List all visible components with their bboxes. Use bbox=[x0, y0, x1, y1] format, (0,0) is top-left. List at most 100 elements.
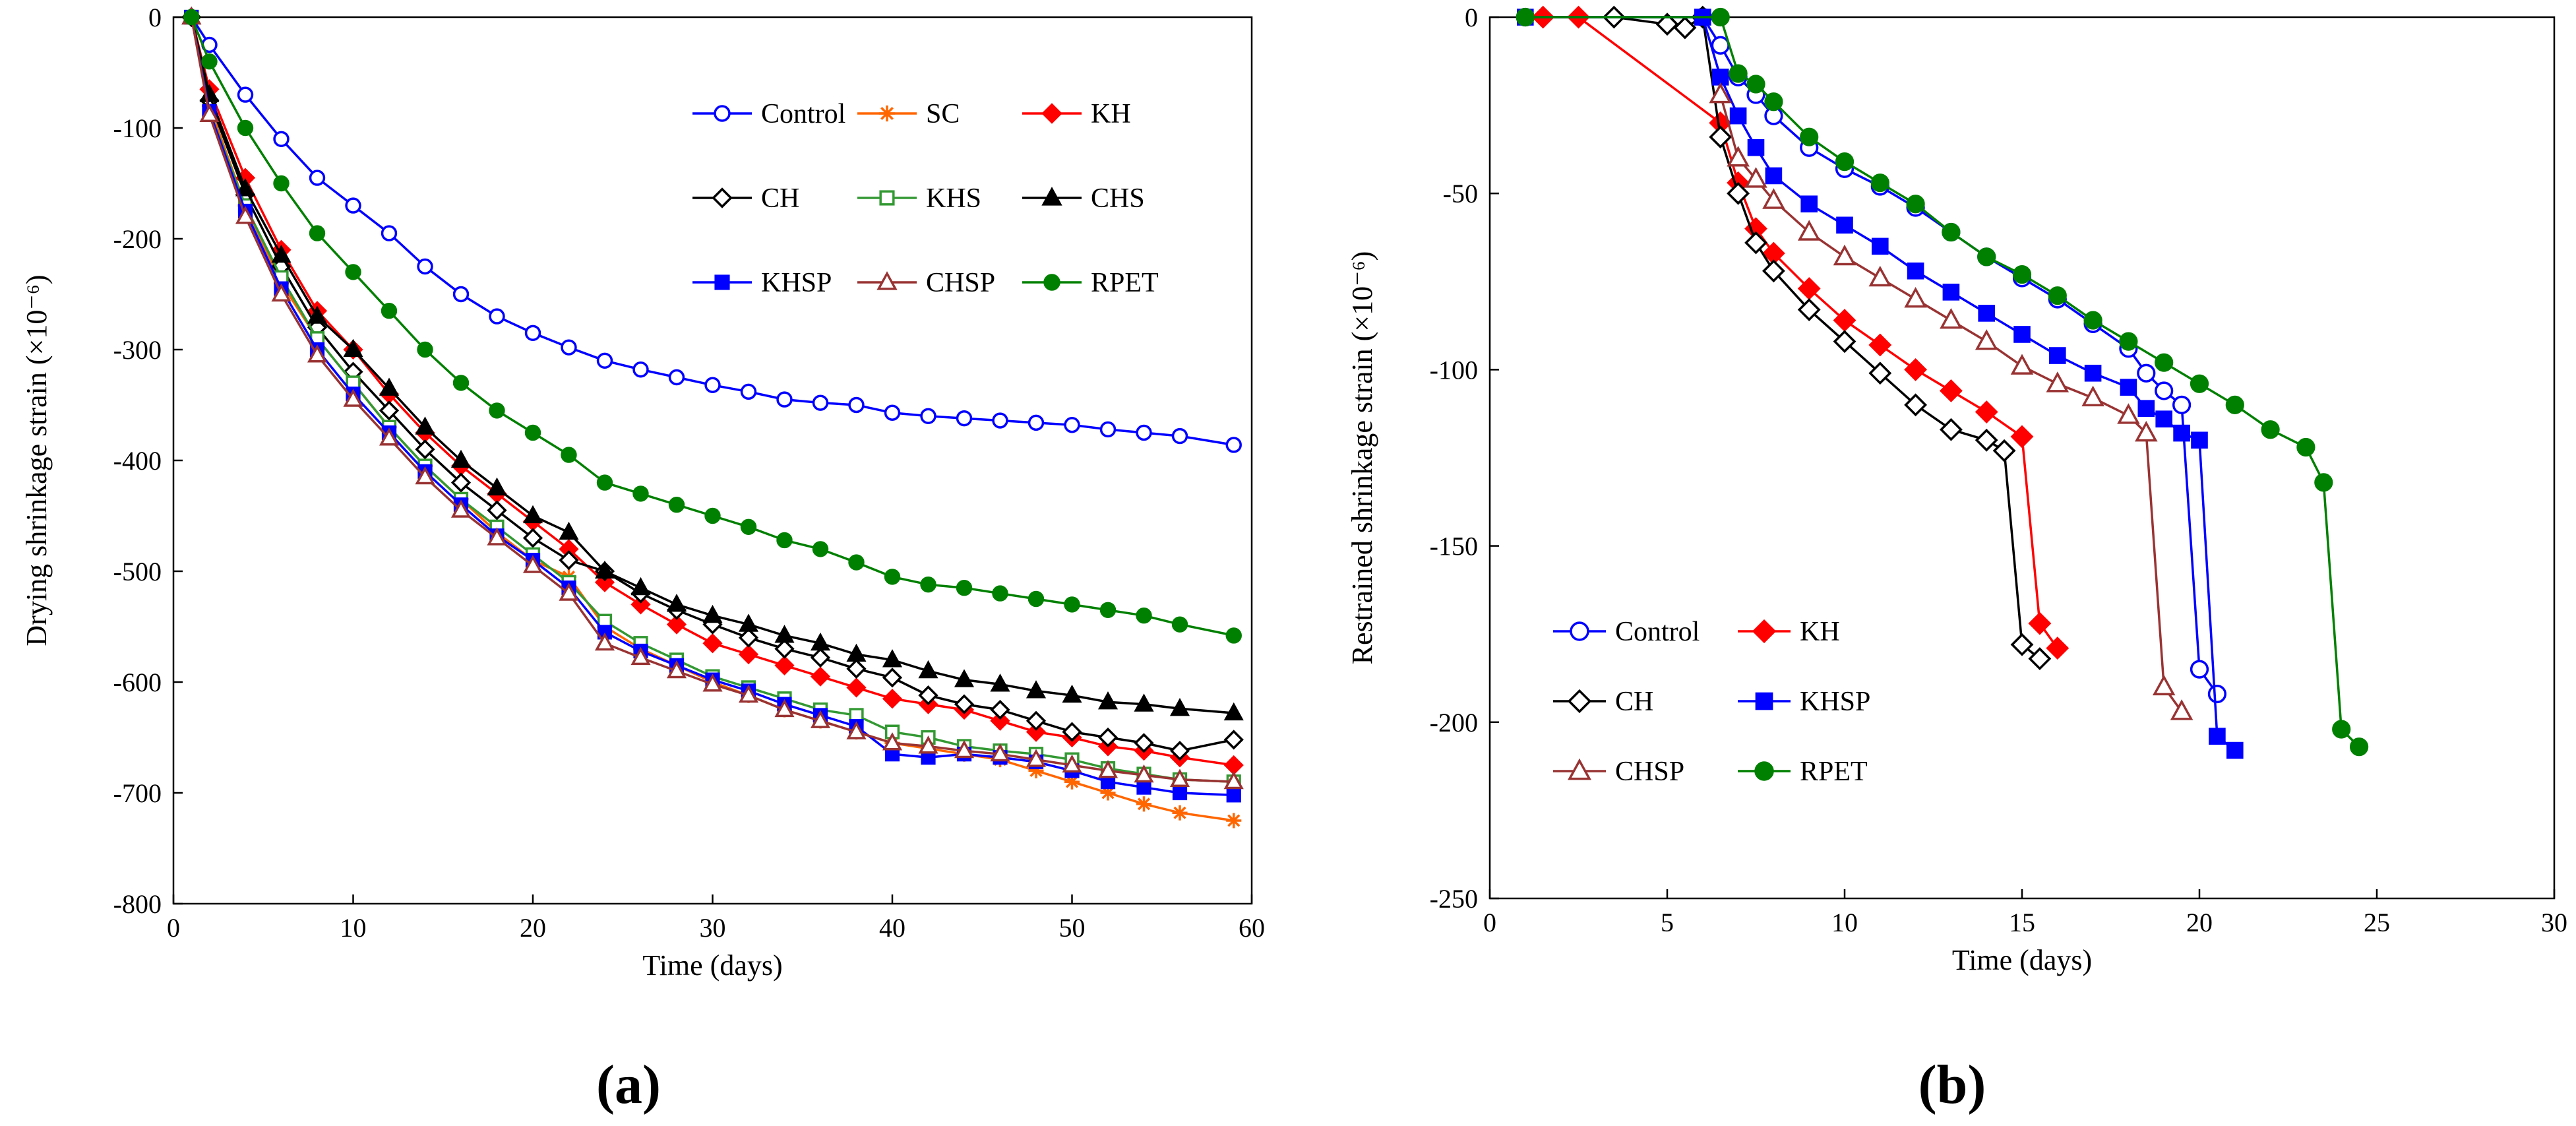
legend-marker bbox=[1755, 692, 1773, 710]
data-point-rpet bbox=[2314, 473, 2333, 492]
legend-marker bbox=[879, 190, 895, 206]
y-tick-label: -250 bbox=[1430, 884, 1478, 914]
data-point-rpet bbox=[1027, 590, 1045, 608]
series-sc bbox=[183, 9, 1242, 829]
series-control bbox=[1516, 7, 2226, 704]
data-point-chsp bbox=[2046, 371, 2070, 392]
data-point-chs bbox=[522, 505, 543, 524]
legend-label: KHSP bbox=[1800, 687, 1870, 717]
data-point-rpet bbox=[2296, 437, 2315, 457]
legend-marker bbox=[1570, 621, 1589, 641]
x-tick-label: 20 bbox=[520, 913, 546, 943]
legend-item-kh: KH bbox=[1738, 617, 1840, 647]
y-tick-label: -400 bbox=[113, 446, 162, 476]
plot-area-frame bbox=[172, 16, 1253, 905]
data-point-khsp bbox=[2226, 741, 2244, 759]
data-point-khsp bbox=[2137, 400, 2155, 417]
series-control bbox=[183, 9, 1242, 453]
data-point-kh bbox=[774, 655, 795, 675]
series-line-kh bbox=[1543, 16, 2059, 649]
data-point-chsp bbox=[1169, 768, 1190, 787]
data-point-khsp bbox=[2084, 364, 2102, 382]
data-point-rpet bbox=[2261, 420, 2280, 439]
data-point-kh bbox=[810, 666, 831, 687]
data-point-chs bbox=[990, 673, 1010, 692]
data-point-khsp bbox=[1942, 284, 1960, 301]
legend-item-chs: CHS bbox=[1022, 183, 1145, 214]
data-point-ch bbox=[1833, 330, 1856, 354]
data-point-chs bbox=[307, 305, 328, 324]
data-point-ch bbox=[1062, 722, 1082, 742]
data-point-rpet bbox=[956, 580, 973, 596]
series-khs bbox=[184, 9, 1241, 790]
y-tick-label: -100 bbox=[113, 113, 162, 143]
data-point-chs bbox=[1223, 702, 1244, 721]
data-point-ch bbox=[882, 668, 903, 688]
data-point-kh bbox=[702, 633, 723, 654]
data-point-ch bbox=[1797, 298, 1821, 321]
data-point-chs bbox=[379, 377, 400, 396]
data-point-control bbox=[776, 391, 793, 408]
data-point-chs bbox=[1026, 680, 1047, 699]
x-tick-label: 30 bbox=[700, 913, 726, 943]
legend-label: SC bbox=[926, 99, 960, 129]
data-point-ch bbox=[1097, 727, 1119, 748]
data-point-ch bbox=[1709, 125, 1733, 149]
data-point-control bbox=[2137, 363, 2156, 383]
series-chs bbox=[181, 6, 1244, 721]
data-point-sc bbox=[1136, 796, 1152, 812]
data-point-khsp bbox=[1136, 780, 1151, 795]
data-point-khsp bbox=[1836, 216, 1853, 234]
data-point-control bbox=[740, 383, 757, 400]
data-point-control bbox=[1225, 437, 1242, 453]
data-point-ch bbox=[918, 685, 938, 706]
data-point-rpet bbox=[309, 225, 326, 241]
legend-marker bbox=[1568, 758, 1591, 780]
data-point-chsp bbox=[738, 684, 759, 703]
data-point-rpet bbox=[884, 569, 901, 585]
data-point-chsp bbox=[1940, 308, 1963, 329]
data-point-rpet bbox=[1516, 7, 1535, 27]
x-tick-label: 10 bbox=[340, 913, 367, 943]
legend-marker bbox=[1043, 274, 1060, 291]
data-point-chsp bbox=[810, 710, 831, 728]
data-point-ch bbox=[954, 694, 975, 714]
data-point-control bbox=[309, 170, 326, 186]
data-point-chsp bbox=[846, 721, 867, 739]
data-point-chsp bbox=[2081, 385, 2104, 406]
data-point-chsp bbox=[522, 555, 543, 573]
y-tick-label: -200 bbox=[1430, 708, 1478, 737]
x-axis-title: Time (days) bbox=[1952, 944, 2092, 976]
data-point-sc bbox=[1100, 785, 1116, 801]
data-point-rpet bbox=[1835, 152, 1855, 172]
data-point-ch bbox=[810, 647, 831, 668]
data-point-rpet bbox=[273, 175, 290, 192]
legend-item-control: Control bbox=[692, 99, 845, 129]
data-point-control bbox=[489, 308, 505, 325]
data-point-khsp bbox=[2155, 410, 2172, 428]
data-point-sc bbox=[1028, 763, 1044, 778]
legend-marker bbox=[714, 105, 731, 122]
data-point-control bbox=[1711, 36, 1730, 55]
data-point-control bbox=[452, 286, 470, 303]
data-point-ch bbox=[1223, 730, 1244, 750]
data-point-khsp bbox=[1711, 69, 1729, 86]
data-point-rpet bbox=[1906, 195, 1925, 214]
data-point-ch bbox=[1992, 439, 2016, 462]
data-point-kh bbox=[2010, 425, 2034, 449]
data-point-chsp bbox=[1868, 265, 1892, 287]
legend-label: Control bbox=[1615, 617, 1700, 647]
data-point-ch bbox=[738, 627, 759, 648]
data-point-ch bbox=[1026, 710, 1047, 731]
data-point-rpet bbox=[668, 497, 685, 513]
data-point-ch bbox=[1744, 231, 1767, 255]
legend-label: CH bbox=[761, 183, 799, 214]
data-point-khsp bbox=[1172, 785, 1188, 801]
data-point-chsp bbox=[2117, 403, 2140, 424]
data-point-control bbox=[992, 412, 1008, 429]
data-point-khsp bbox=[1800, 195, 1818, 213]
data-point-chsp bbox=[1062, 754, 1082, 773]
data-point-chsp bbox=[1026, 749, 1047, 767]
x-tick-label: 25 bbox=[2364, 908, 2390, 937]
data-point-ch bbox=[1762, 259, 1785, 283]
